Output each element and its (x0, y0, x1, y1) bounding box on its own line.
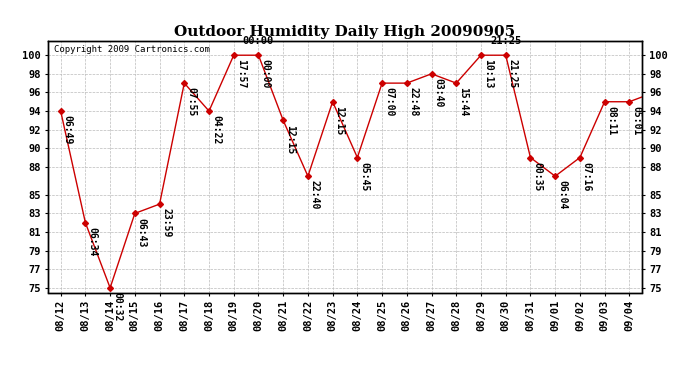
Text: 07:55: 07:55 (186, 87, 196, 117)
Text: 23:59: 23:59 (161, 208, 172, 238)
Text: 00:32: 00:32 (112, 292, 122, 321)
Text: Copyright 2009 Cartronics.com: Copyright 2009 Cartronics.com (55, 45, 210, 54)
Text: 22:40: 22:40 (310, 180, 320, 210)
Text: 21:25: 21:25 (508, 59, 518, 89)
Text: 06:43: 06:43 (137, 217, 147, 247)
Text: 12:15: 12:15 (335, 106, 344, 135)
Text: 08:11: 08:11 (607, 106, 617, 135)
Text: 00:00: 00:00 (243, 36, 274, 46)
Text: 06:49: 06:49 (63, 115, 72, 145)
Text: 05:01: 05:01 (631, 106, 641, 135)
Text: 21:25: 21:25 (490, 36, 522, 46)
Text: 12:15: 12:15 (285, 124, 295, 154)
Text: 22:48: 22:48 (408, 87, 419, 117)
Text: 05:45: 05:45 (359, 162, 369, 191)
Text: 15:44: 15:44 (458, 87, 469, 117)
Text: 06:34: 06:34 (88, 227, 97, 256)
Text: 07:55: 07:55 (0, 374, 1, 375)
Text: 00:35: 00:35 (533, 162, 542, 191)
Text: 07:00: 07:00 (384, 87, 394, 117)
Text: 17:57: 17:57 (236, 59, 246, 89)
Text: 03:40: 03:40 (433, 78, 444, 107)
Text: 10:13: 10:13 (483, 59, 493, 89)
Text: 04:22: 04:22 (211, 115, 221, 145)
Text: 06:04: 06:04 (557, 180, 567, 210)
Text: 07:16: 07:16 (582, 162, 592, 191)
Text: 00:00: 00:00 (260, 59, 270, 89)
Title: Outdoor Humidity Daily High 20090905: Outdoor Humidity Daily High 20090905 (175, 25, 515, 39)
